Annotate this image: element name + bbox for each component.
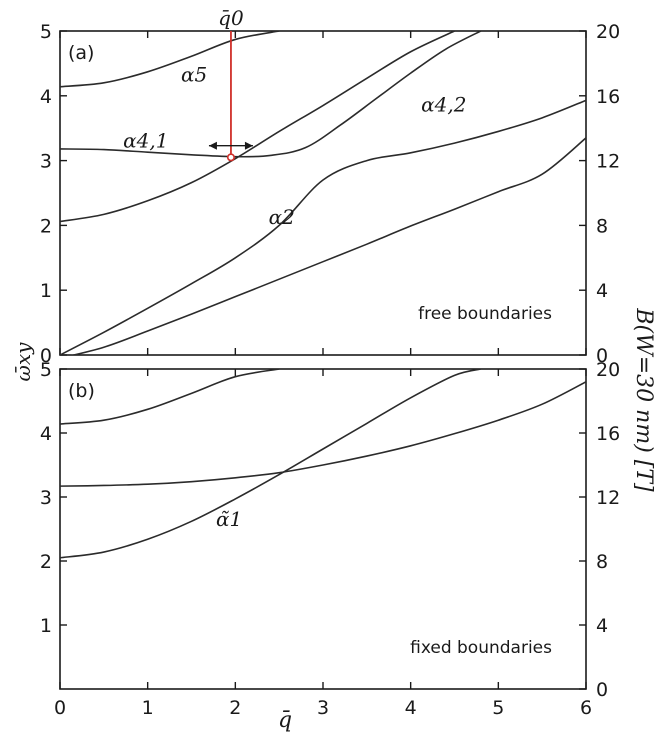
y-tick-label: 1 [40,615,52,637]
right-y-tick-label: 12 [596,487,620,509]
series-line-α4,1 [60,31,482,158]
series-line-α̃1 [60,369,481,559]
q0-marker-point [226,153,235,162]
right-y-axis-label: B(W=30 nm) [T] [631,307,656,492]
x-tick-label: 4 [405,697,417,719]
right-y-tick-label: 20 [596,359,620,381]
x-axis-label: q̄ [278,708,292,733]
series-line-unlabeled-0 [60,369,280,425]
right-y-tick-label: 12 [596,151,620,173]
y-tick-label: 3 [40,487,52,509]
x-tick-label: 3 [317,697,329,719]
y-tick-label: 5 [40,359,52,381]
double-arrow-icon [208,141,253,150]
right-y-tick-label: 8 [596,551,608,573]
y-tick-label: 4 [40,423,52,445]
y-tick-label: 5 [40,21,52,43]
boundary-annotation: fixed boundaries [410,638,552,658]
x-tick-label: 5 [492,697,504,719]
x-tick-label: 2 [229,697,241,719]
right-y-tick-label: 4 [596,615,608,637]
panel-label: (b) [68,380,95,402]
x-tick-labels: 0 1 2 3 4 5 6 [54,697,592,719]
y-tick-label: 2 [40,551,52,573]
y-tick-label: 1 [40,280,52,302]
y-axis-label: ω̄xy [11,342,35,382]
y-tick-label: 2 [40,215,52,237]
panel-label: (a) [68,42,94,64]
y-tick-label: 0 [40,345,52,367]
series-line-α2 [70,137,586,355]
y-tick-label: 3 [40,151,52,173]
series-line-α5 [60,31,280,88]
right-y-tick-label: 16 [596,423,620,445]
right-y-tick-label: 16 [596,86,620,108]
curve-label: α2 [269,205,295,229]
right-y-tick-label: 4 [596,280,608,302]
curve-label: α̃1 [216,507,242,531]
q0-marker-label: q̄0 [218,6,244,30]
right-y-tick-label: 0 [596,679,608,701]
right-y-tick-label: 20 [596,21,620,43]
curve-label: α4,2 [421,92,466,116]
curve-label: α4,1 [123,129,168,153]
x-tick-label: 0 [54,697,66,719]
x-tick-label: 1 [142,697,154,719]
right-y-tick-label: 8 [596,215,608,237]
series-line-unlabeled-1 [60,381,586,487]
boundary-annotation: free boundaries [418,304,552,324]
series-line-α4,2 [60,99,586,355]
curve-label: α5 [181,63,207,87]
x-tick-label: 6 [580,697,592,719]
right-y-tick-label: 0 [596,345,608,367]
series-line-unlabeled-3 [60,31,455,223]
y-tick-label: 4 [40,86,52,108]
